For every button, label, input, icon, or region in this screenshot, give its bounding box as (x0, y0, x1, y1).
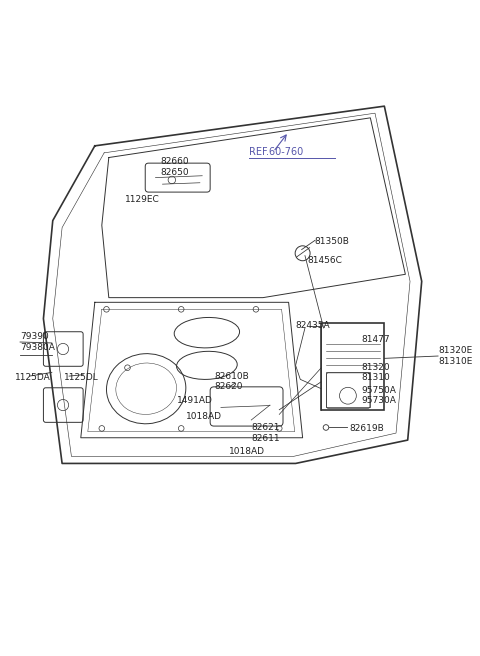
Text: 81320E
81310E: 81320E 81310E (438, 346, 472, 366)
Text: 1125DA: 1125DA (15, 373, 51, 382)
Text: 81320
81310: 81320 81310 (361, 363, 390, 382)
Text: 1018AD: 1018AD (228, 447, 264, 457)
Text: 1491AD: 1491AD (177, 396, 212, 405)
Text: 82610B
82620: 82610B 82620 (214, 372, 249, 392)
Text: 82621
82611: 82621 82611 (251, 423, 280, 443)
Text: REF.60-760: REF.60-760 (249, 147, 303, 157)
Bar (326, 373, 371, 407)
Text: 82435A: 82435A (296, 321, 330, 330)
Text: 82660
82650: 82660 82650 (160, 157, 189, 176)
Text: 81350B: 81350B (314, 237, 349, 246)
Text: 81477: 81477 (361, 335, 390, 344)
Text: 1129EC: 1129EC (125, 195, 160, 204)
Text: 95750A
95730A: 95750A 95730A (361, 386, 396, 405)
Text: 79390
79380A: 79390 79380A (20, 333, 55, 352)
Text: 1125DL: 1125DL (64, 373, 99, 382)
Text: 81456C: 81456C (307, 256, 342, 265)
Text: 1018AD: 1018AD (186, 412, 222, 421)
Bar (321, 323, 384, 410)
Text: 82619B: 82619B (349, 424, 384, 433)
